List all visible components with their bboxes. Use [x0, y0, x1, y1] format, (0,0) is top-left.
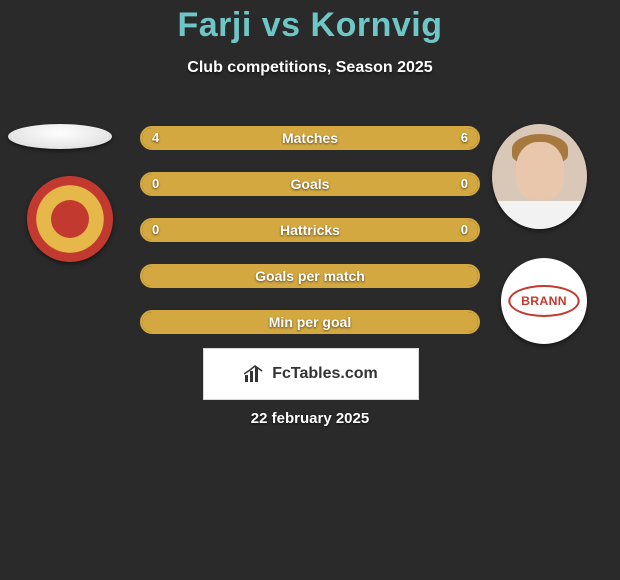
player1-club-badge — [27, 176, 113, 262]
stat-row: Hattricks0 0 — [140, 218, 480, 242]
stat-label: Goals per match — [142, 266, 478, 286]
stat-label: Goals — [142, 174, 478, 194]
bar-chart-icon — [244, 365, 268, 383]
stat-label: Hattricks — [142, 220, 478, 240]
brann-text: BRANN — [508, 285, 579, 317]
source-label: FcTables.com — [272, 365, 378, 383]
club-badge-inner — [51, 200, 89, 238]
stat-row: Matches4 6 — [140, 126, 480, 150]
player1-name: Farji — [178, 6, 252, 44]
page-title: Farji vs Kornvig — [0, 0, 620, 45]
player2-avatar — [492, 124, 587, 229]
stat-value-left: 4 — [152, 128, 159, 148]
stat-row: Min per goal — [140, 310, 480, 334]
stat-label: Matches — [142, 128, 478, 148]
stat-value-left: 0 — [152, 220, 159, 240]
subtitle: Club competitions, Season 2025 — [0, 59, 620, 77]
avatar-shirt — [492, 201, 587, 229]
player2-name: Kornvig — [311, 6, 443, 44]
stat-value-right: 0 — [461, 174, 468, 194]
player2-club-badge: BRANN — [501, 258, 587, 344]
stat-bars: Matches46Goals00Hattricks00Goals per mat… — [140, 126, 480, 356]
stat-value-right: 0 — [461, 220, 468, 240]
stat-value-right: 6 — [461, 128, 468, 148]
stat-row: Goals per match — [140, 264, 480, 288]
player1-avatar — [8, 124, 112, 149]
comparison-infographic: Farji vs Kornvig Club competitions, Seas… — [0, 0, 620, 580]
date-label: 22 february 2025 — [0, 410, 620, 427]
stat-row: Goals0 0 — [140, 172, 480, 196]
source-box: FcTables.com — [203, 348, 419, 400]
stat-label: Min per goal — [142, 312, 478, 332]
vs-text: vs — [262, 6, 301, 44]
stat-value-left: 0 — [152, 174, 159, 194]
avatar-face — [516, 142, 564, 200]
